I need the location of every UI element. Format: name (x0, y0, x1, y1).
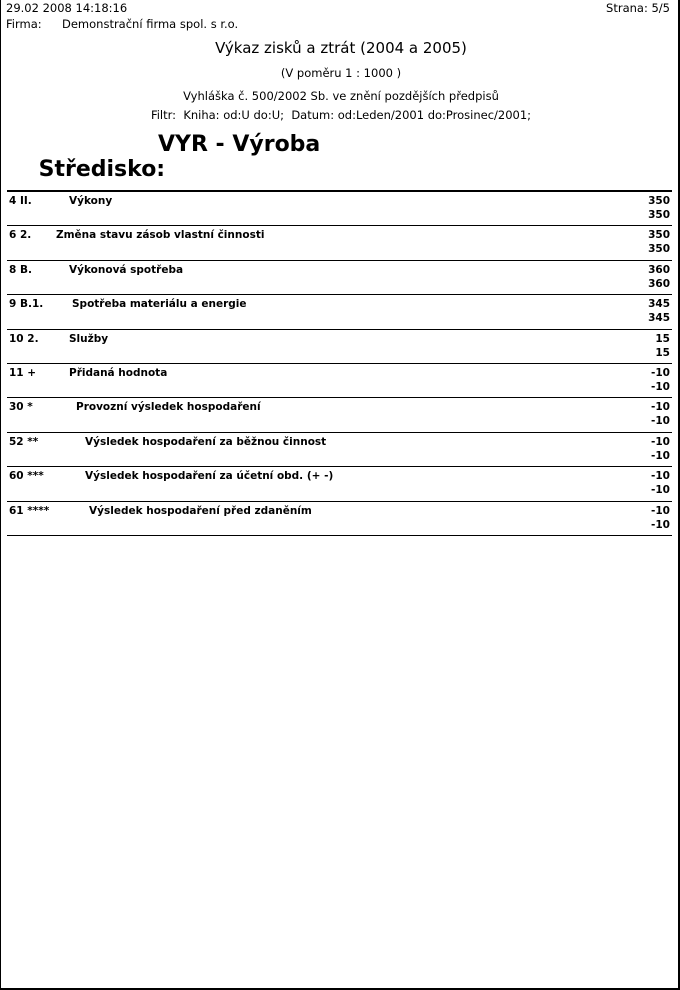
row-value-previous: 350 (648, 243, 670, 256)
cost-center-value: VYR - Výroba (158, 132, 321, 157)
table-row: 30 * Provozní výsledek hospodaření -10 -10 (7, 398, 672, 433)
table-row: 52 ** Výsledek hospodaření za běžnou činn… (7, 433, 672, 468)
table-row: 8 B. Výkonová spotřeba 360 360 (7, 261, 672, 296)
row-label: Služby (69, 332, 109, 345)
table-row: 10 2. Služby 15 15 (7, 330, 672, 364)
row-number: 10 2. (9, 332, 39, 345)
row-value-previous: 360 (648, 277, 670, 290)
row-value-current: -10 (651, 470, 670, 483)
row-label: Spotřeba materiálu a energie (72, 298, 247, 311)
table-row: 61 **** Výsledek hospodaření před zdanění… (7, 502, 672, 536)
row-value-previous: -10 (651, 380, 670, 393)
table-row: 4 II. Výkony 350 350 (7, 192, 672, 227)
row-label: Změna stavu zásob vlastní činnosti (56, 229, 265, 242)
row-value-current: 350 (648, 195, 670, 207)
table-row: 9 B.1. Spotřeba materiálu a energie 345 345 (7, 295, 672, 330)
page-number: Strana: 5/5 (606, 1, 670, 15)
row-value-current: -10 (651, 504, 670, 517)
report-scale: (V poměru 1 : 1000 ) (280, 66, 402, 80)
row-number: 8 B. (9, 263, 32, 276)
row-label: Provozní výsledek hospodaření (76, 401, 261, 414)
row-number: 30 * (9, 401, 33, 414)
company-name: Demonstrační firma spol. s r.o. (62, 17, 239, 31)
table-row: 6 2. Změna stavu zásob vlastní činnosti 35… (7, 226, 672, 261)
row-number: 6 2. (9, 229, 32, 242)
report-regulation: Vyhláška č. 500/2002 Sb. ve znění pozděj… (183, 89, 499, 103)
report-table: 4 II. Výkony 350 350 6 2. Změna stavu zásob … (7, 190, 672, 536)
row-value-current: 15 (655, 332, 670, 345)
row-value-current: 350 (648, 229, 670, 242)
report-title: Výkaz zisků a ztrát (2004 a 2005) (215, 39, 467, 57)
row-value-previous: -10 (651, 449, 670, 462)
row-label: Výsledek hospodaření před zdaněním (89, 504, 312, 517)
row-label: Výsledek hospodaření za běžnou činnost (85, 435, 327, 448)
row-value-previous: -10 (651, 518, 670, 531)
row-value-previous: -10 (651, 484, 670, 497)
row-number: 61 **** (9, 504, 50, 517)
row-value-previous: 345 (648, 312, 670, 325)
row-label: Přidaná hodnota (69, 366, 168, 379)
print-datetime: 29.02 2008 14:18:16 (6, 1, 128, 15)
row-number: 4 II. (9, 195, 32, 207)
row-value-current: -10 (651, 435, 670, 448)
report-filter: Filtr: Kniha: od:U do:U; Datum: od:Leden… (150, 108, 532, 122)
row-value-current: -10 (651, 401, 670, 414)
row-label: Výsledek hospodaření za účetní obd. (+ -… (85, 470, 334, 483)
table-row: 11 + Přidaná hodnota -10 -10 (7, 364, 672, 399)
company-label: Firma: (6, 17, 42, 31)
row-value-previous: -10 (651, 415, 670, 428)
table-row: 60 *** Výsledek hospodaření za účetní obd… (7, 467, 672, 502)
row-value-current: 345 (648, 298, 670, 311)
row-value-current: -10 (651, 366, 670, 379)
row-label: Výkonová spotřeba (69, 263, 184, 276)
row-value-previous: 350 (648, 209, 670, 221)
row-number: 11 + (9, 366, 37, 379)
row-value-previous: 15 (655, 346, 670, 359)
row-number: 52 ** (9, 435, 39, 448)
row-number: 60 *** (9, 470, 44, 483)
row-number: 9 B.1. (9, 298, 44, 311)
cost-center-heading: Středisko: VYR - Výroba (8, 132, 321, 232)
row-label: Výkony (69, 195, 113, 207)
cost-center-label: Středisko: (38, 157, 166, 182)
row-value-current: 360 (648, 263, 670, 276)
